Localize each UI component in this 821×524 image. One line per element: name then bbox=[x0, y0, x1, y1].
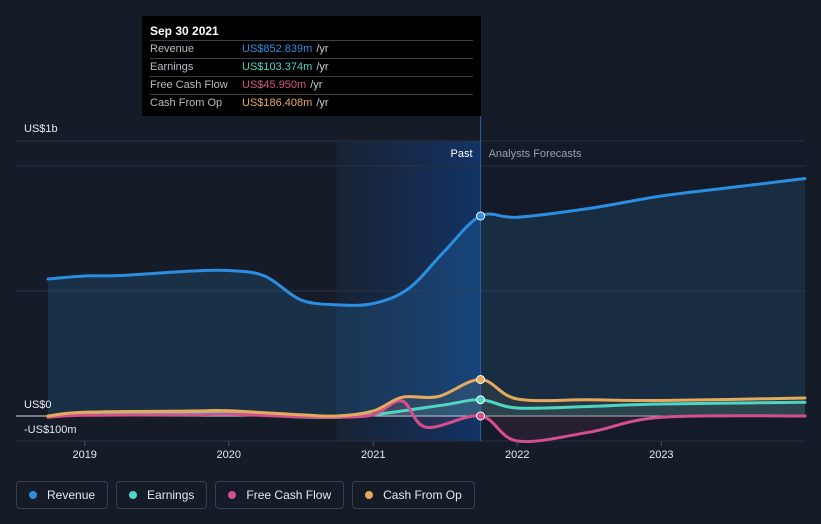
tooltip: Sep 30 2021 Revenue US$852.839m /yr Earn… bbox=[142, 16, 481, 116]
legend-label: Revenue bbox=[47, 488, 96, 502]
legend: Revenue Earnings Free Cash Flow Cash Fro… bbox=[16, 481, 475, 509]
legend-item-cash-from-op[interactable]: Cash From Op bbox=[352, 481, 475, 509]
tooltip-row-revenue: Revenue US$852.839m /yr bbox=[150, 40, 473, 58]
tooltip-value: US$852.839m bbox=[242, 43, 313, 55]
tooltip-unit: /yr bbox=[310, 79, 323, 91]
legend-label: Free Cash Flow bbox=[246, 488, 332, 502]
tooltip-row-cash-from-op: Cash From Op US$186.408m /yr bbox=[150, 94, 473, 112]
x-tick-label: 2019 bbox=[72, 449, 96, 461]
past-label: Past bbox=[451, 148, 473, 160]
tooltip-value: US$103.374m bbox=[242, 61, 313, 73]
tooltip-value: US$186.408m bbox=[242, 97, 313, 109]
legend-item-revenue[interactable]: Revenue bbox=[16, 481, 109, 509]
marker-free-cash-flow bbox=[476, 411, 486, 421]
series-line-cash-from-op bbox=[46, 377, 807, 418]
legend-item-earnings[interactable]: Earnings bbox=[116, 481, 208, 509]
tooltip-value: US$45.950m bbox=[242, 79, 307, 91]
legend-dot-icon bbox=[129, 491, 138, 499]
legend-label: Earnings bbox=[147, 488, 195, 502]
x-tick-label: 2022 bbox=[505, 449, 529, 461]
tooltip-unit: /yr bbox=[316, 61, 329, 73]
tooltip-date: Sep 30 2021 bbox=[150, 24, 219, 38]
legend-dot-icon bbox=[29, 491, 37, 499]
tooltip-unit: /yr bbox=[316, 43, 329, 55]
marker-earnings bbox=[476, 395, 486, 405]
tooltip-row-free-cash-flow: Free Cash Flow US$45.950m /yr bbox=[150, 76, 473, 94]
series-line-free-cash-flow bbox=[46, 399, 807, 444]
tooltip-row-earnings: Earnings US$103.374m /yr bbox=[150, 58, 473, 76]
legend-item-free-cash-flow[interactable]: Free Cash Flow bbox=[215, 481, 345, 509]
tooltip-label: Cash From Op bbox=[150, 97, 223, 109]
series-line-revenue bbox=[46, 177, 807, 307]
marker-revenue bbox=[476, 211, 486, 221]
y-tick-label: -US$100m bbox=[24, 424, 77, 436]
marker-cash-from-op bbox=[476, 375, 486, 384]
tooltip-label: Free Cash Flow bbox=[150, 79, 228, 91]
y-tick-label: US$1b bbox=[24, 123, 58, 135]
forecast-label: Analysts Forecasts bbox=[489, 148, 582, 160]
legend-label: Cash From Op bbox=[383, 488, 462, 502]
legend-dot-icon bbox=[228, 491, 237, 499]
x-tick-label: 2020 bbox=[217, 449, 241, 461]
x-tick-label: 2023 bbox=[649, 449, 673, 461]
x-tick-label: 2021 bbox=[361, 449, 385, 461]
forecast-region bbox=[480, 141, 805, 441]
series-area-free-cash-flow bbox=[48, 400, 805, 442]
series-area-revenue bbox=[48, 178, 805, 416]
legend-dot-icon bbox=[365, 491, 374, 499]
y-tick-label: US$0 bbox=[24, 399, 52, 411]
tooltip-label: Earnings bbox=[150, 61, 194, 73]
tooltip-unit: /yr bbox=[316, 97, 329, 109]
tooltip-label: Revenue bbox=[150, 43, 195, 55]
